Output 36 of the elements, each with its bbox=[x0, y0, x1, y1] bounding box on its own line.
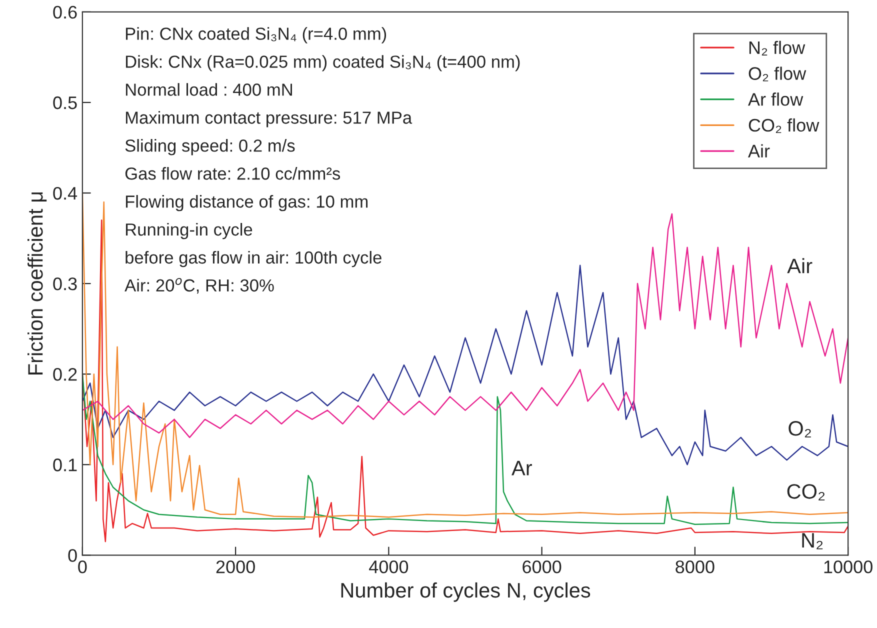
legend-label: O₂ flow bbox=[748, 66, 806, 82]
legend-label: CO₂ flow bbox=[748, 118, 820, 134]
annotation: Air bbox=[787, 258, 812, 274]
x-tick-label: 6000 bbox=[522, 560, 562, 574]
annotation: Disk: CNx (Ra=0.025 mm) coated Si₃N₄ (t=400 nm) bbox=[126, 55, 520, 72]
y-tick-label: 0.3 bbox=[53, 277, 77, 290]
annotation: Running-in cycle bbox=[126, 222, 252, 240]
annotation: Gas flow rate: 2.10 cc/mm²s bbox=[125, 167, 340, 180]
annotation: Maximum contact pressure: 517 MPa bbox=[126, 111, 412, 128]
y-tick-label: 0.6 bbox=[53, 6, 77, 19]
line-series bbox=[82, 213, 848, 438]
annotation: CO₂ bbox=[787, 484, 825, 500]
legend-label: Air bbox=[748, 144, 770, 158]
annotation: O₂ bbox=[788, 421, 811, 438]
x-tick-label: 4000 bbox=[369, 560, 408, 574]
y-tick-label: 0.2 bbox=[53, 368, 77, 381]
x-axis-title: Number of cycles N, cycles bbox=[341, 582, 590, 602]
x-tick-label: 0 bbox=[78, 560, 87, 574]
annotation: N₂ bbox=[802, 533, 823, 550]
annotation: Pin: CNx coated Si₃N₄ (r=4.0 mm) bbox=[126, 27, 386, 44]
legend-label: N₂ flow bbox=[749, 40, 806, 56]
legend-label: Ar flow bbox=[748, 92, 804, 106]
y-tick-label: 0.4 bbox=[53, 186, 78, 200]
y-axis-title: Friction coefficient μ bbox=[28, 192, 47, 374]
annotation: Normal load : 400 mN bbox=[126, 83, 292, 96]
x-tick-label: 10000 bbox=[824, 560, 872, 574]
y-tick-label: 0 bbox=[68, 549, 77, 562]
annotation: Air: 20$^{o}$C, RH: 30% bbox=[124, 278, 274, 294]
x-tick-label: 8000 bbox=[676, 560, 714, 574]
annotation: before gas flow in air: 100th cycle bbox=[126, 250, 382, 268]
y-tick-label: 0.1 bbox=[53, 458, 77, 472]
x-tick-label: 2000 bbox=[216, 560, 255, 574]
annotation: Sliding speed: 0.2 m/s bbox=[125, 139, 295, 156]
annotation: Flowing distance of gas: 10 mm bbox=[126, 194, 368, 212]
y-tick-label: 0.5 bbox=[53, 96, 77, 110]
annotation: Ar bbox=[512, 460, 532, 476]
